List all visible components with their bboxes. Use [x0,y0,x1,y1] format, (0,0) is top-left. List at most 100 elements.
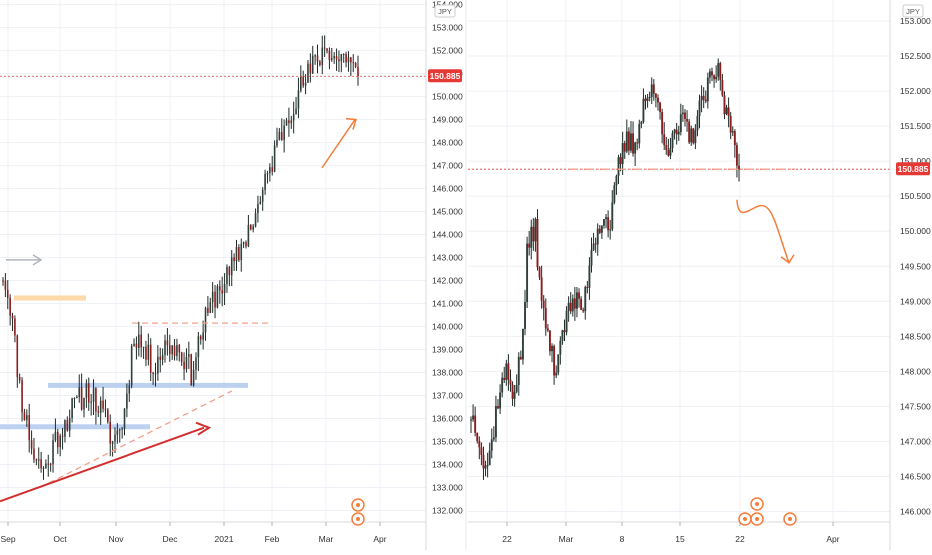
right-candle-body [590,249,593,266]
left-candle-body [164,340,166,356]
left-candle-body [33,448,35,460]
left-candle-body [257,203,259,214]
left-candle-body [121,428,123,430]
right-candle-body [690,128,693,143]
right-currency-badge[interactable]: JPY [902,4,924,18]
right-candle-body [652,84,655,94]
right-price-tick: 150.500 [900,191,931,201]
right-candle-body [627,131,630,151]
red-uptrend-arrow[interactable] [0,426,205,503]
right-price-axis[interactable]: 146.000 146.500 147.000 147.500 148.000 148.5… [900,16,931,516]
left-candle-body [233,257,235,261]
right-candle-body [492,437,495,440]
right-candle-body [717,63,720,77]
right-candle-body [625,131,628,152]
event-icon[interactable] [351,512,365,526]
right-candle-body [738,165,740,170]
left-candle-body [330,58,333,61]
right-candle-body [603,219,605,226]
right-candle-body [478,441,481,448]
left-candle-body [211,291,214,303]
event-icon[interactable] [783,512,797,526]
right-candle-body [578,292,580,299]
left-price-tick: 150.000 [432,92,463,102]
right-time-tick: Apr [826,534,839,544]
right-event-markers[interactable] [738,497,797,526]
left-candle-body [202,332,204,340]
left-last-price-tag: 150.885 [428,69,462,83]
event-icon[interactable] [738,512,752,526]
left-drawings-front [0,75,426,503]
left-candle-body [85,383,88,398]
right-price-tick: 150.000 [900,226,931,236]
right-candle-body [731,131,734,133]
event-icon[interactable] [351,498,365,512]
event-icon[interactable] [750,512,764,526]
left-candle-body [116,430,119,435]
left-candle-body [249,225,252,230]
right-candle-body [476,432,479,442]
left-candle-body [37,459,40,461]
right-candle-body [694,130,697,144]
right-candle-body [698,100,701,116]
left-candle-body [333,56,335,59]
right-candle-body [513,391,516,399]
right-candle-body [623,143,626,152]
right-candle-body [544,307,547,329]
dashed-trend-line[interactable] [39,390,233,489]
right-candle-body [686,118,689,122]
left-candle-body [297,90,300,109]
orange-resistance-zone[interactable] [14,295,86,301]
left-candle-body [357,66,359,77]
left-candle-body [99,400,102,413]
grey-arrowhead [32,254,43,266]
event-icon-dot [356,517,360,521]
left-candle-body [314,55,316,57]
left-candle-body [209,302,212,313]
right-candle-body [472,415,475,420]
left-candle-body [185,356,188,370]
event-icon-dot [356,503,360,507]
right-candle-body [521,328,524,360]
left-candle-body [269,167,271,174]
left-candle-body [130,346,133,386]
blue-support-zone-upper[interactable] [48,382,248,388]
right-candle-body [557,354,560,373]
left-candle-body [171,345,173,355]
left-candle-body [135,343,138,348]
right-candle-body [524,302,526,329]
left-candle-body [118,429,121,431]
blue-support-zone-lower[interactable] [0,424,150,430]
right-price-tick: 146.000 [900,506,931,516]
left-time-axis[interactable]: Sep Oct Nov Dec 2021 Feb Mar Apr [0,522,387,544]
left-candle-body [28,415,31,441]
left-time-tick: Sep [0,534,15,544]
left-time-tick: Apr [373,534,386,544]
right-candle-body [499,392,502,409]
right-candle-body [657,97,659,103]
left-candle-body [254,213,257,227]
event-icon[interactable] [750,497,764,511]
right-time-axis[interactable]: 22 Mar 8 15 22 Apr [502,522,840,544]
left-candle-body [197,336,200,358]
right-candle-body [723,95,726,115]
left-candle-body [180,352,183,362]
right-candle-body [725,107,728,115]
left-event-markers[interactable] [351,498,365,526]
left-currency-label: JPY [438,7,452,16]
right-candle-body [640,121,643,124]
left-candle-body [66,420,69,431]
left-candle-body [157,356,159,374]
left-candle-body [45,463,47,468]
right-candle-body [505,363,508,381]
orange-up-arrow[interactable] [321,119,356,169]
right-candle-body [684,112,686,119]
left-candle-body [47,463,50,465]
right-candle-body [727,107,730,116]
left-candle-body [159,356,162,360]
orange-down-curve-arrow[interactable] [736,199,790,264]
right-candle-body [675,129,678,135]
left-currency-badge[interactable]: JPY [434,4,456,18]
left-candle-body [300,76,302,91]
